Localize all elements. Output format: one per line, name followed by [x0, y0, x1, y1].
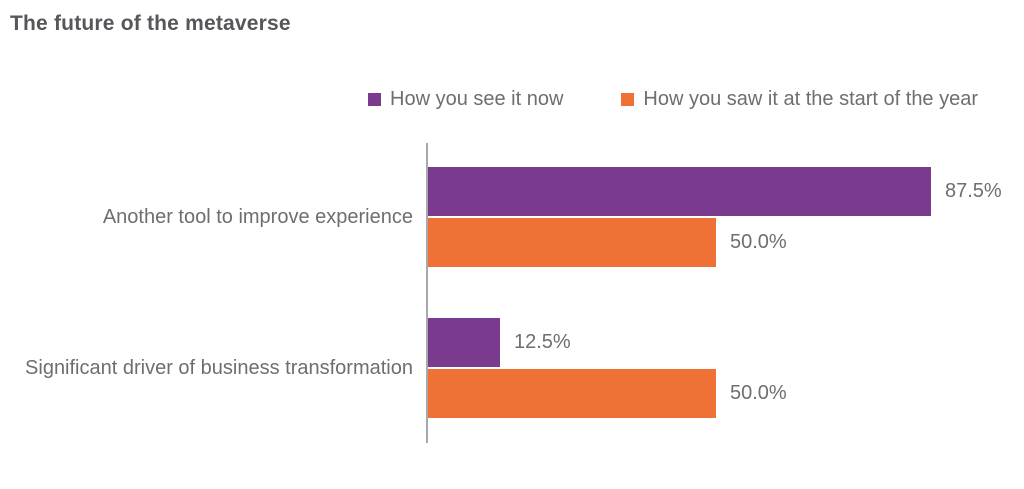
category-label-1: Significant driver of business transform…: [25, 357, 413, 379]
bar-series0-cat0: [428, 167, 931, 216]
value-label-series1-cat0: 50.0%: [730, 231, 787, 253]
legend-label-1: How you saw it at the start of the year: [643, 88, 979, 110]
chart-title: The future of the metaverse: [10, 12, 291, 35]
legend-label-0: How you see it now: [390, 88, 564, 110]
legend-item-1: How you saw it at the start of the year: [621, 88, 978, 111]
category-label-0: Another tool to improve experience: [102, 206, 413, 228]
y-axis-line: [426, 143, 428, 443]
chart-legend: How you see it now How you saw it at the …: [368, 88, 978, 111]
legend-item-0: How you see it now: [368, 88, 563, 111]
bar-series1-cat0: [428, 218, 716, 267]
bar-series1-cat1: [428, 369, 716, 418]
legend-swatch-icon-0: [368, 93, 381, 106]
value-label-series0-cat0: 87.5%: [945, 180, 1002, 202]
bar-series0-cat1: [428, 318, 500, 367]
value-label-series0-cat1: 12.5%: [514, 331, 571, 353]
value-label-series1-cat1: 50.0%: [730, 382, 787, 404]
legend-swatch-icon-1: [621, 93, 635, 106]
